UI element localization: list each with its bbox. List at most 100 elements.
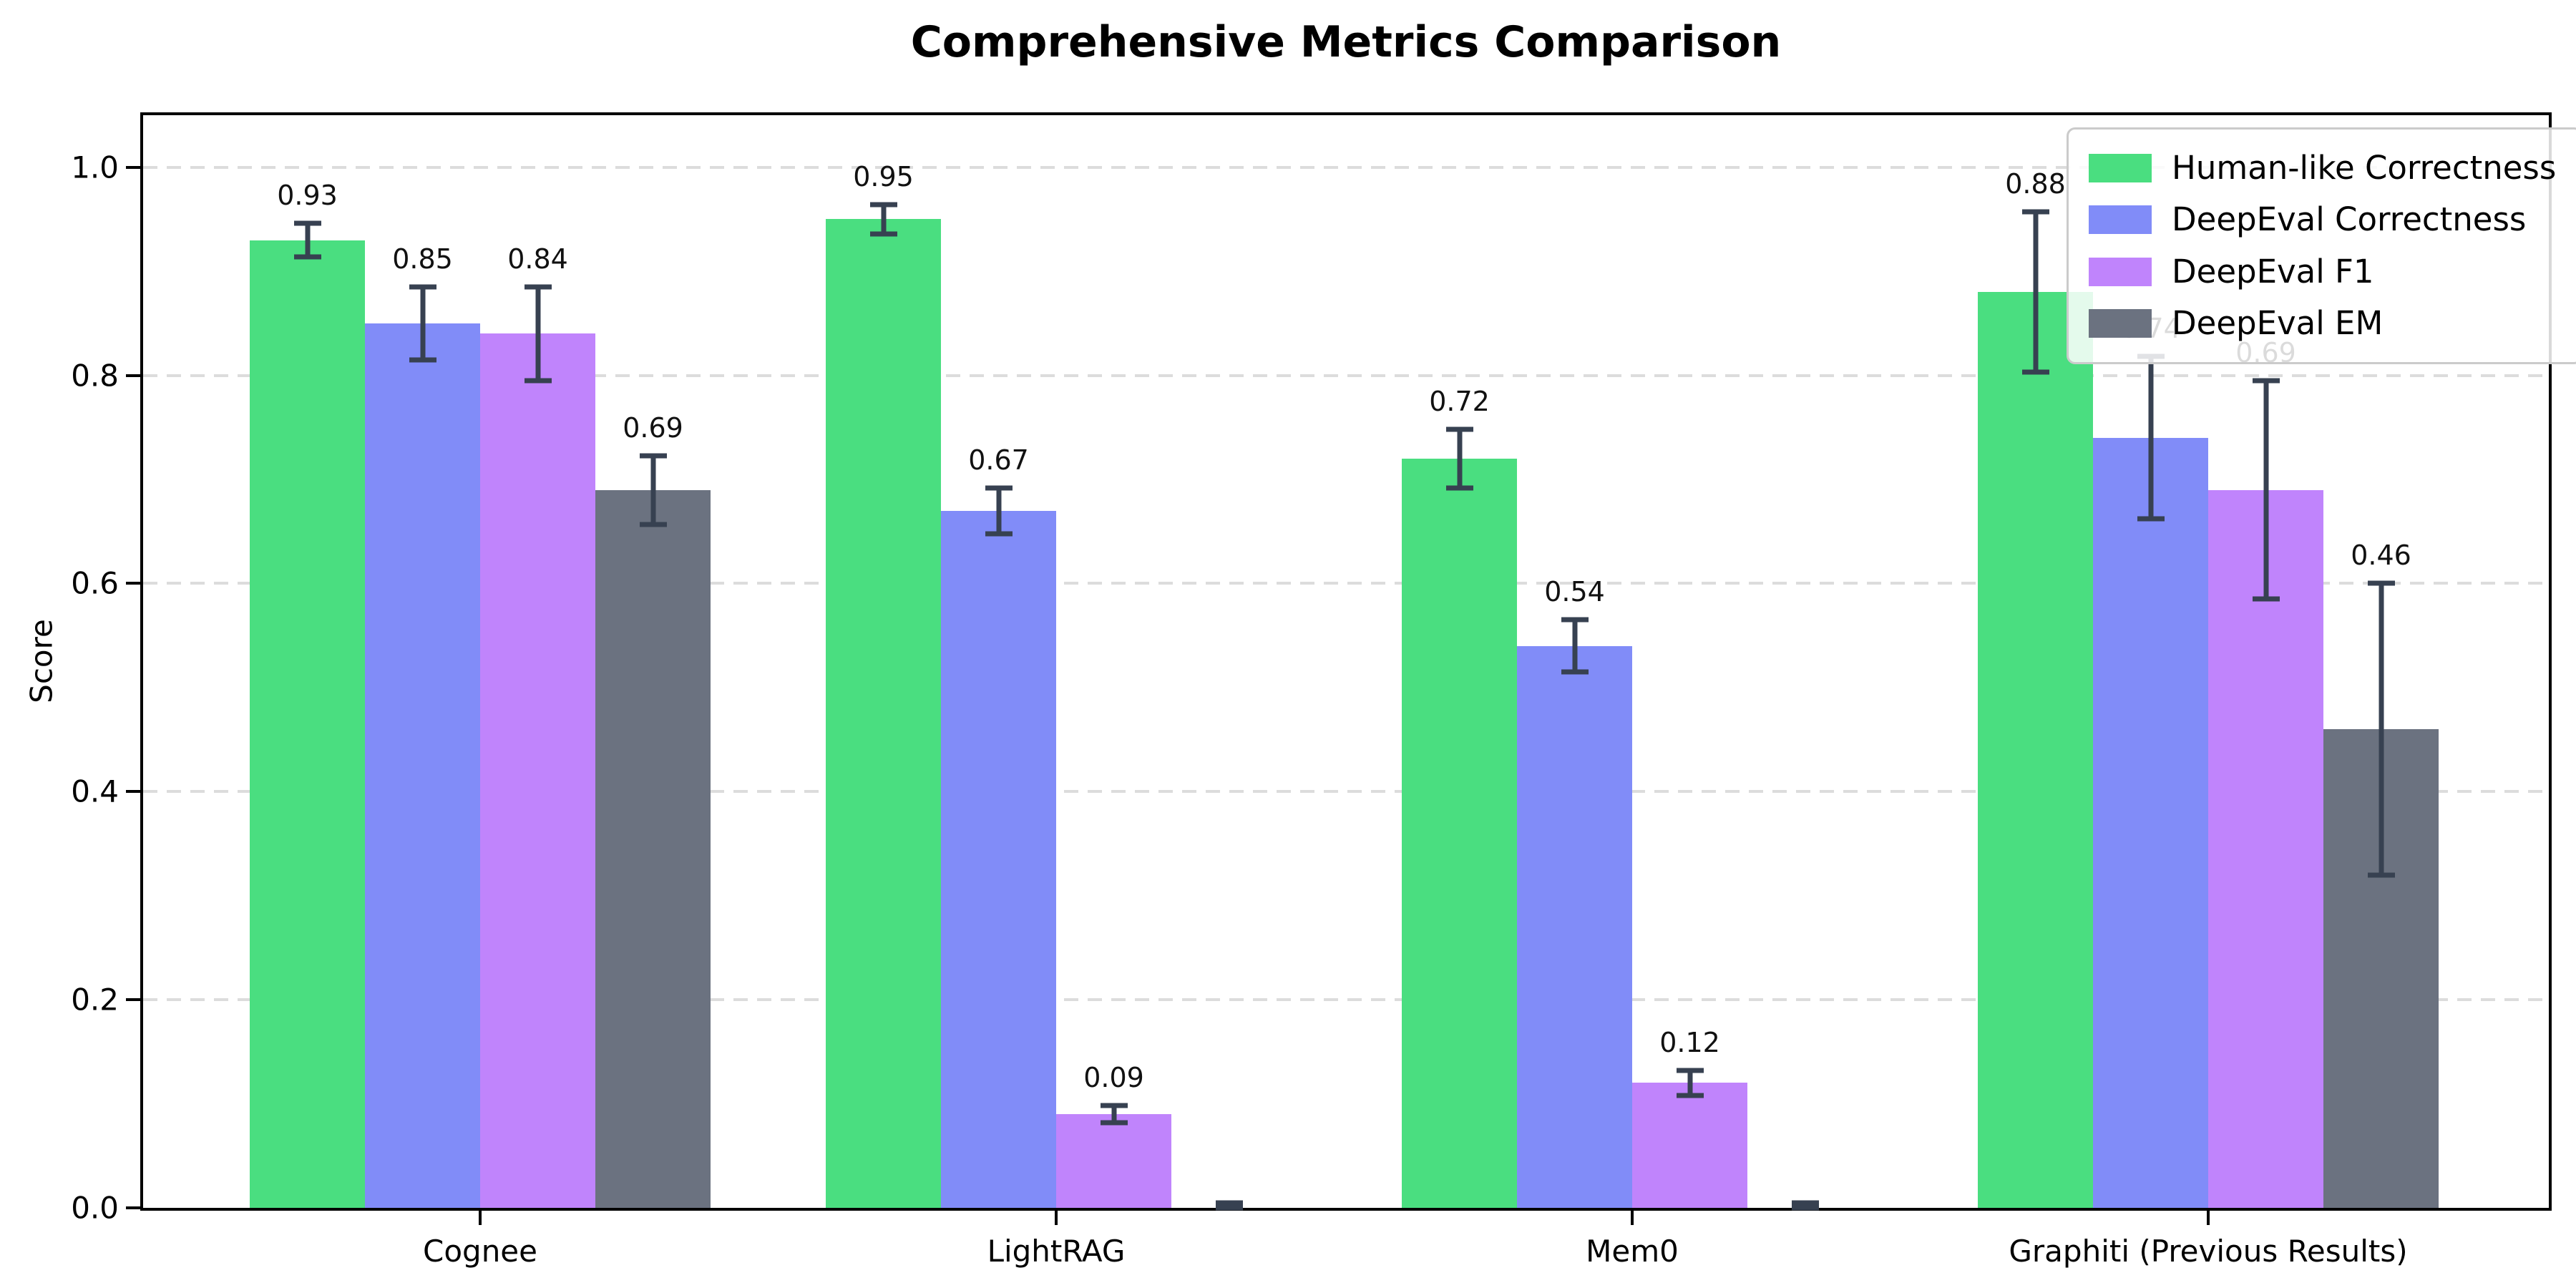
bar-value-label: 0.72: [1429, 386, 1490, 418]
legend-item: DeepEval EM: [2089, 303, 2556, 343]
y-tick-label: 0.0: [71, 1190, 119, 1226]
x-tick-mark: [479, 1211, 482, 1225]
error-bar-cap: [869, 231, 897, 237]
legend-item: DeepEval Correctness: [2089, 200, 2556, 240]
error-bar: [535, 286, 540, 381]
error-bar-cap: [2367, 580, 2395, 586]
legend-label: DeepEval Correctness: [2172, 200, 2527, 239]
error-bar: [1111, 1106, 1116, 1123]
bar-value-label: 0.09: [1083, 1062, 1144, 1094]
plot-area: 0.930.950.720.880.850.670.540.740.840.09…: [140, 112, 2552, 1211]
error-bar-cap: [985, 485, 1013, 491]
y-tick-mark: [126, 374, 140, 377]
error-bar-cap: [1561, 669, 1589, 675]
legend-swatch: [2089, 154, 2152, 183]
error-bar-cap: [2021, 209, 2049, 215]
error-bar-cap: [2137, 516, 2165, 522]
bar: [941, 510, 1056, 1208]
bar-value-label: 0.12: [1659, 1027, 1720, 1059]
error-bar: [305, 223, 310, 257]
legend-swatch: [2089, 205, 2152, 235]
error-bar-cap: [1215, 1200, 1243, 1206]
error-bar-cap: [1100, 1103, 1128, 1108]
bar: [250, 240, 365, 1208]
bar: [2208, 489, 2323, 1208]
error-bar: [996, 487, 1001, 534]
legend-label: Human-like Correctness: [2172, 149, 2557, 187]
legend-label: DeepEval F1: [2172, 252, 2374, 291]
error-bar: [2033, 212, 2038, 373]
gridline: [143, 582, 2549, 585]
bar-value-label: 0.84: [507, 243, 568, 275]
error-bar-cap: [869, 202, 897, 208]
bar: [2093, 437, 2208, 1208]
legend-item: Human-like Correctness: [2089, 148, 2556, 188]
y-tick-label: 1.0: [71, 150, 119, 185]
legend-swatch: [2089, 308, 2152, 338]
y-tick-label: 0.8: [71, 358, 119, 394]
gridline: [143, 374, 2549, 377]
error-bar: [2263, 380, 2268, 600]
y-tick-mark: [126, 582, 140, 585]
error-bar-cap: [2021, 369, 2049, 375]
error-bar-cap: [409, 357, 436, 363]
error-bar-cap: [1676, 1068, 1704, 1073]
error-bar-cap: [1791, 1205, 1819, 1211]
error-bar-cap: [1791, 1200, 1819, 1206]
error-bar: [650, 455, 655, 525]
bar-value-label: 0.67: [968, 444, 1029, 476]
error-bar: [1226, 1202, 1231, 1208]
legend: Human-like Correctness DeepEval Correctne…: [2067, 127, 2576, 364]
bar: [480, 333, 595, 1208]
bar-value-label: 0.85: [392, 243, 453, 275]
error-bar: [1457, 429, 1462, 488]
error-bar-cap: [409, 284, 436, 290]
bar: [1517, 645, 1632, 1208]
legend-swatch: [2089, 257, 2152, 286]
error-bar: [2148, 356, 2153, 519]
y-tick-label: 0.6: [71, 565, 119, 601]
legend-label: DeepEval EM: [2172, 303, 2384, 342]
error-bar: [1687, 1070, 1692, 1096]
error-bar-cap: [1676, 1093, 1704, 1098]
y-tick-mark: [126, 790, 140, 794]
error-bar-cap: [1561, 617, 1589, 623]
error-bar-cap: [524, 284, 552, 290]
error-bar: [420, 286, 425, 360]
x-tick-mark: [1631, 1211, 1634, 1225]
error-bar-cap: [639, 453, 667, 459]
y-axis-label: Score: [24, 619, 59, 703]
error-bar-cap: [293, 254, 321, 260]
legend-item: DeepEval F1: [2089, 252, 2556, 292]
bar-value-label: 0.88: [2005, 168, 2066, 200]
x-tick-label: Mem0: [1586, 1234, 1679, 1269]
error-bar: [1802, 1202, 1807, 1208]
bar: [826, 219, 941, 1208]
x-tick-mark: [1055, 1211, 1058, 1225]
error-bar-cap: [1100, 1120, 1128, 1126]
error-bar-cap: [1215, 1205, 1243, 1211]
error-bar-cap: [293, 220, 321, 226]
chart-title: Comprehensive Metrics Comparison: [910, 17, 1782, 67]
bar-value-label: 0.46: [2351, 540, 2411, 572]
y-tick-mark: [126, 998, 140, 1002]
y-tick-label: 0.4: [71, 774, 119, 809]
gridline: [143, 998, 2549, 1002]
error-bar: [2379, 583, 2384, 875]
error-bar: [1572, 620, 1577, 673]
bar: [365, 323, 480, 1208]
bar: [595, 489, 711, 1208]
bar: [1402, 458, 1517, 1208]
bar-value-label: 0.54: [1544, 576, 1605, 608]
y-tick-mark: [126, 165, 140, 169]
bar-value-label: 0.93: [277, 180, 338, 212]
bar-value-label: 0.95: [853, 161, 914, 193]
y-tick-mark: [126, 1206, 140, 1209]
error-bar-cap: [524, 378, 552, 384]
y-tick-label: 0.2: [71, 982, 119, 1018]
bar: [1056, 1114, 1171, 1208]
error-bar-cap: [1445, 485, 1473, 491]
bar-value-label: 0.69: [623, 411, 683, 444]
x-tick-label: Graphiti (Previous Results): [2009, 1234, 2408, 1269]
